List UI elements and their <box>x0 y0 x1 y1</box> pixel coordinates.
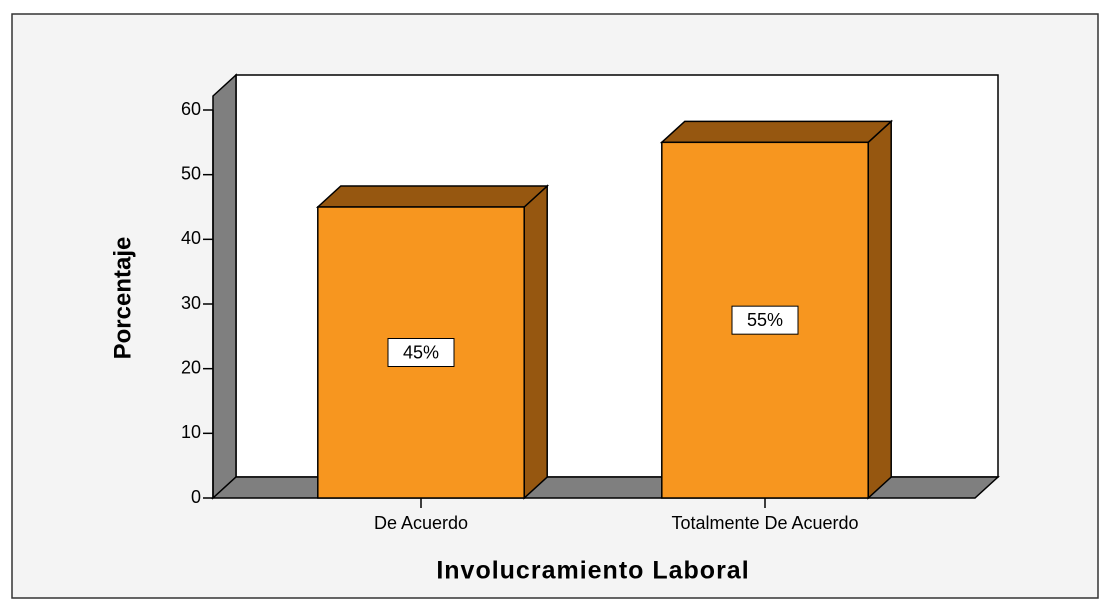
bar-top <box>315 185 550 208</box>
bar-side <box>867 119 892 500</box>
x-tick-label: De Acuerdo <box>374 513 468 533</box>
y-tick-label: 20 <box>181 357 201 377</box>
y-axis-title: Porcentaje <box>109 237 136 360</box>
bar-side <box>523 184 548 500</box>
side-wall <box>212 73 237 500</box>
y-tick-label: 0 <box>191 487 201 507</box>
value-label-box <box>387 338 455 367</box>
y-tick-label: 60 <box>181 99 201 119</box>
y-tick-label: 50 <box>181 163 201 183</box>
y-tick-label: 30 <box>181 293 201 313</box>
value-label: 45% <box>403 342 439 362</box>
value-label-box <box>731 305 799 335</box>
y-tick-label: 10 <box>181 422 201 442</box>
y-tick-label: 40 <box>181 228 201 248</box>
value-label: 55% <box>747 310 783 330</box>
x-tick-label: Totalmente De Acuerdo <box>671 513 858 533</box>
x-axis-title: Involucramiento Laboral <box>436 557 749 585</box>
bar-top <box>659 120 894 144</box>
